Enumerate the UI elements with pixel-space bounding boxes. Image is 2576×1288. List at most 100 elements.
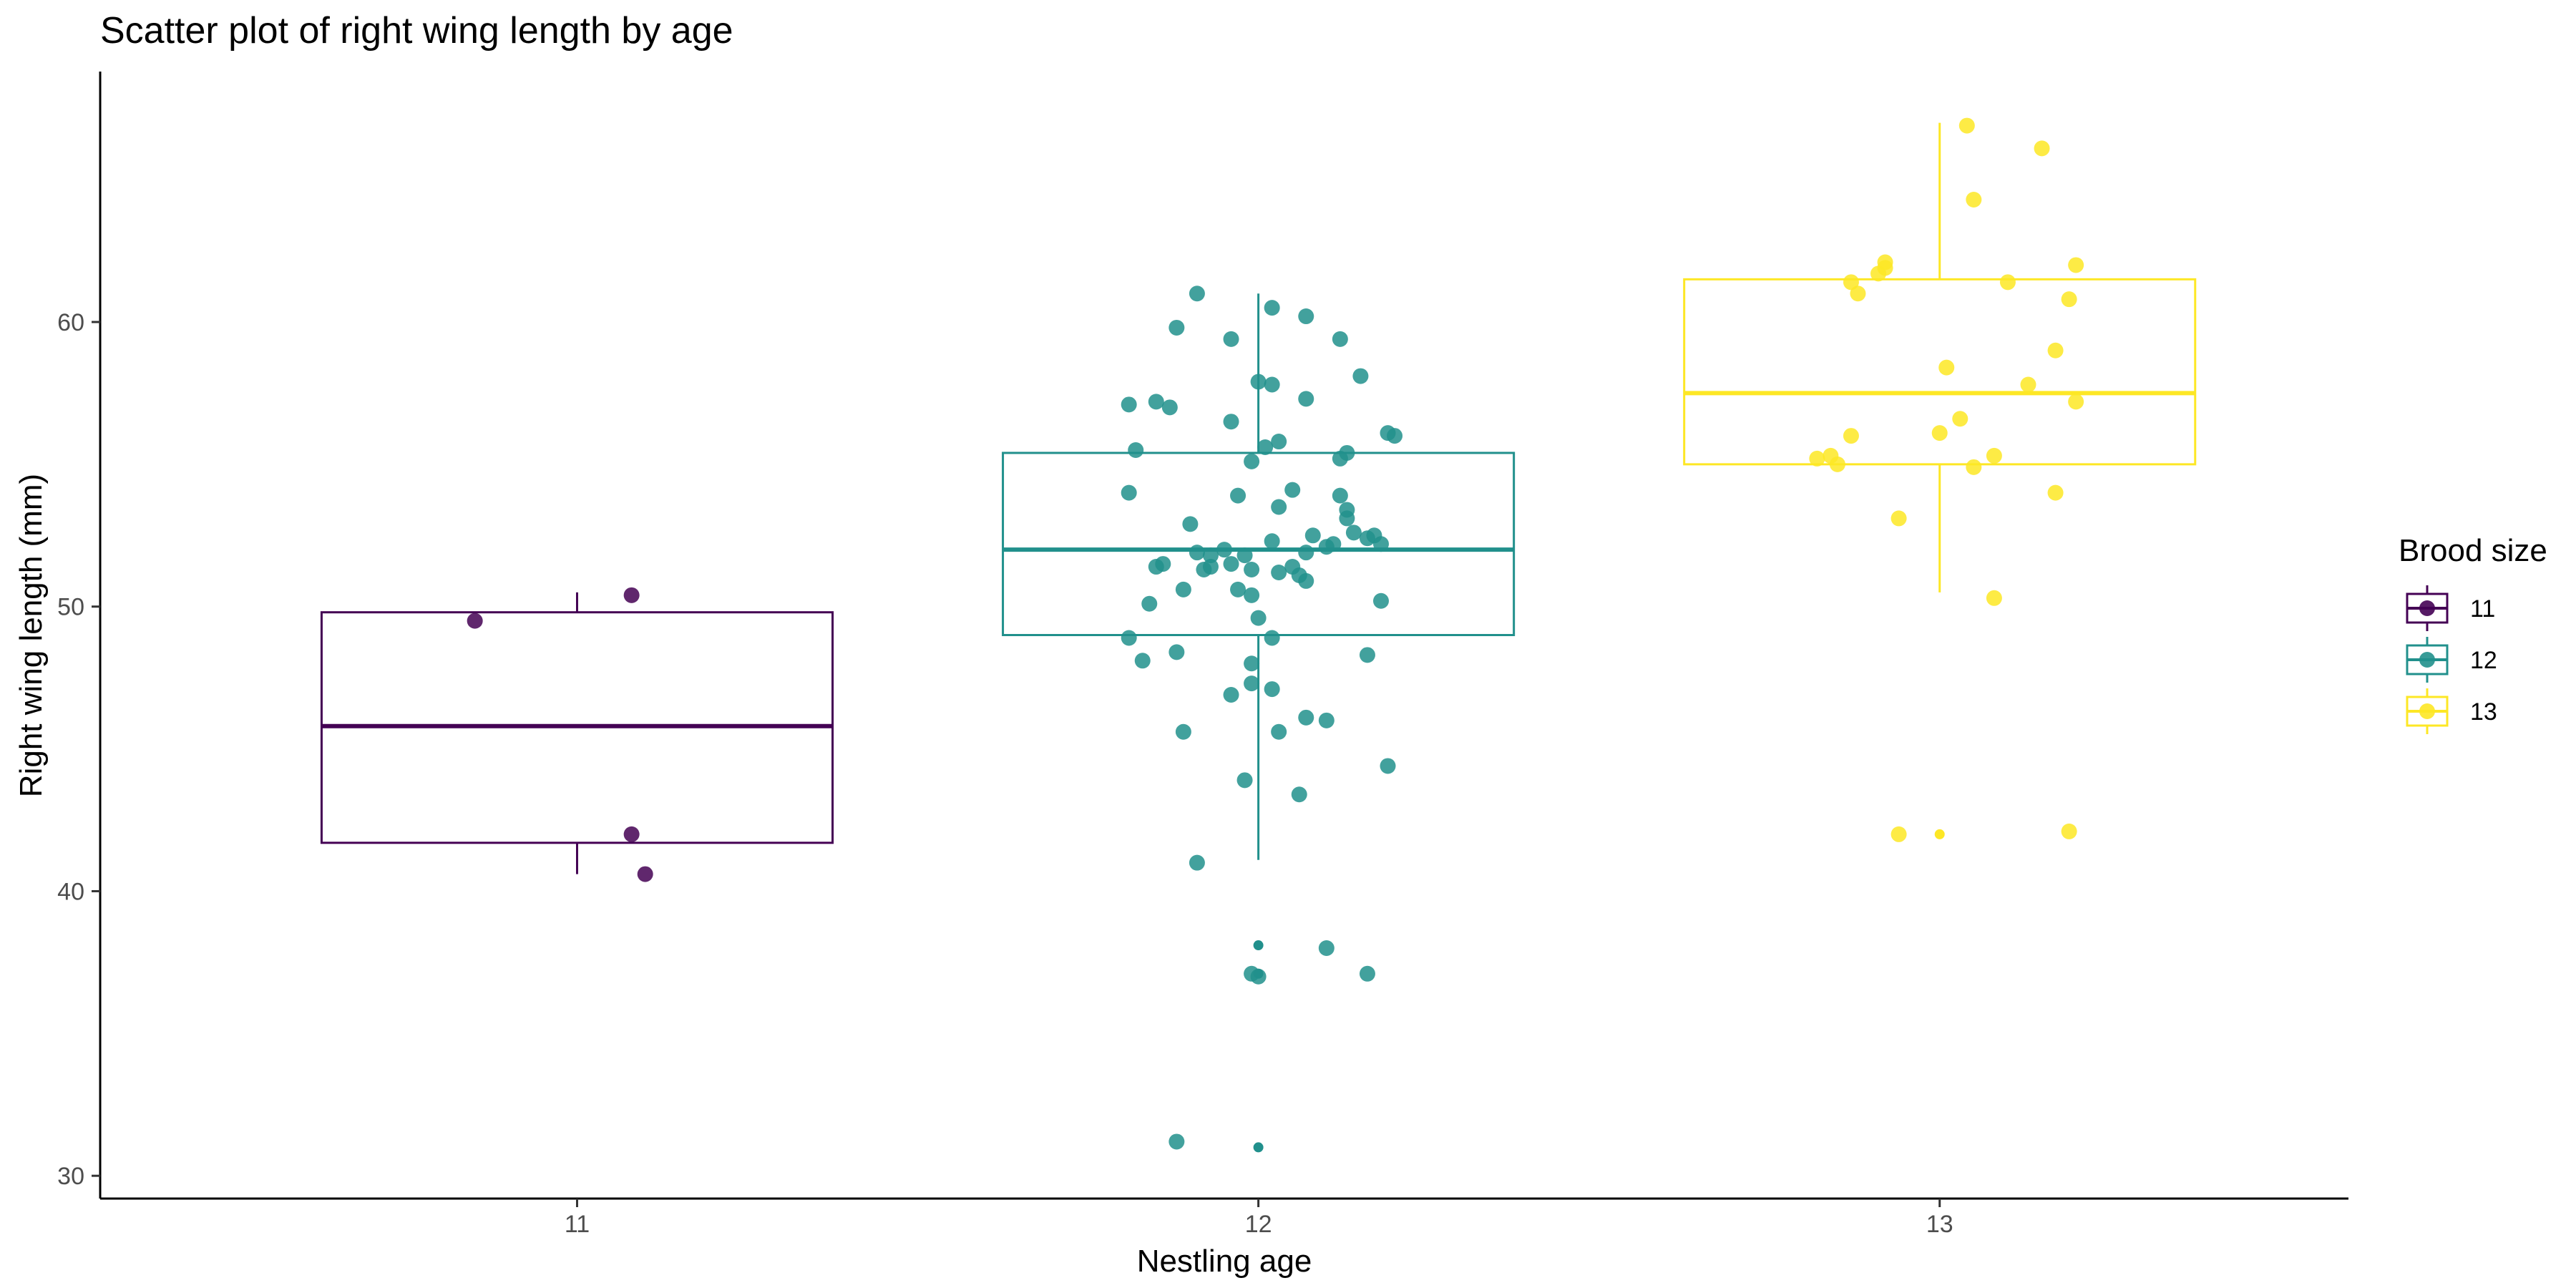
point-13-2 [1966,191,1982,208]
point-12-60 [1264,630,1280,646]
point-12-58 [1250,610,1267,626]
point-12-15 [1387,428,1403,444]
point-12-67 [1264,681,1280,698]
point-12-5 [1332,331,1348,347]
point-12-80 [1169,1133,1185,1150]
point-12-24 [1284,482,1301,498]
point-12-13 [1223,414,1239,430]
outlier-12-0 [1253,940,1264,951]
point-12-49 [1271,565,1287,580]
point-12-26 [1271,499,1287,515]
y-tick-label-40: 40 [57,878,84,905]
y-tick-label-60: 60 [57,309,84,336]
point-13-19 [1829,456,1845,472]
outlier-13-0 [1934,829,1945,839]
point-12-61 [1169,644,1185,660]
point-12-70 [1175,723,1191,740]
point-13-10 [2061,291,2077,308]
point-12-3 [1169,319,1185,336]
point-12-23 [1230,487,1246,504]
chart-title: Scatter plot of right wing length by age [100,10,733,52]
point-13-13 [2020,376,2036,393]
box-rect-12 [1002,452,1516,636]
point-13-16 [1843,428,1859,444]
point-12-20 [1244,453,1260,469]
point-12-79 [1359,965,1375,982]
point-11-0 [467,613,483,629]
point-13-20 [1809,450,1825,467]
point-12-54 [1230,581,1246,597]
outlier-12-2 [1253,1142,1264,1153]
point-12-42 [1372,536,1389,552]
point-12-69 [1318,712,1335,728]
point-12-4 [1223,331,1239,347]
point-13-14 [2068,394,2084,410]
point-12-7 [1264,376,1280,393]
point-12-6 [1250,374,1267,390]
box-12 [1002,293,1516,860]
point-13-24 [1890,510,1907,527]
point-12-25 [1332,487,1348,504]
point-12-39 [1298,545,1314,561]
point-12-2 [1298,308,1314,325]
point-12-53 [1175,581,1191,597]
legend-label-12: 12 [2470,647,2497,674]
point-12-37 [1216,542,1232,558]
point-12-31 [1304,527,1321,544]
point-12-78 [1250,968,1267,985]
point-12-35 [1189,545,1205,561]
point-13-5 [2068,257,2084,273]
point-12-73 [1236,772,1253,789]
x-tick-label-13: 13 [1926,1211,1953,1238]
point-12-12 [1298,391,1314,407]
legend-title: Brood size [2399,533,2547,568]
point-11-1 [623,587,640,603]
point-12-46 [1202,559,1219,575]
y-tick-label-50: 50 [57,594,84,621]
point-12-44 [1155,556,1171,572]
point-11-2 [623,826,640,842]
point-13-0 [1958,117,1975,134]
y-tick-label-30: 30 [57,1163,84,1190]
point-12-30 [1264,533,1280,550]
x-tick-label-12: 12 [1245,1211,1272,1238]
point-13-7 [1870,265,1887,282]
point-13-17 [1931,425,1948,441]
point-13-22 [1966,459,1982,475]
point-12-18 [1257,439,1274,455]
box-13 [1683,122,2197,592]
point-12-59 [1121,630,1137,646]
legend-key-point-12 [2419,652,2435,668]
plot-area [320,117,2197,1153]
point-12-41 [1325,536,1342,552]
point-13-8 [1999,274,2016,291]
x-tick-label-11: 11 [565,1211,590,1238]
point-12-16 [1271,434,1287,450]
point-12-32 [1345,525,1362,541]
legend-label-13: 13 [2470,698,2497,726]
point-13-11 [2047,342,2064,358]
legend-key-point-11 [2419,600,2435,616]
point-12-48 [1244,562,1260,578]
legend-item-13: 13 [2406,688,2497,734]
y-axis-title: Right wing length (mm) [14,474,49,797]
point-13-9 [1850,286,1866,302]
point-12-0 [1189,286,1205,302]
point-12-72 [1380,758,1396,774]
point-12-52 [1298,572,1314,589]
point-13-21 [1986,447,2002,464]
point-12-55 [1244,587,1260,603]
legend-label-11: 11 [2470,595,2495,623]
point-12-9 [1121,396,1137,413]
point-12-38 [1236,547,1253,564]
point-13-15 [1952,411,1968,427]
point-13-27 [2061,823,2077,839]
x-axis-ticks: 11 12 13 [565,1199,1953,1238]
point-13-6 [1843,274,1859,291]
point-12-28 [1339,510,1355,527]
y-axis-ticks: 30 40 50 60 [57,309,100,1190]
point-12-65 [1244,675,1260,692]
legend-item-11: 11 [2406,585,2495,631]
point-13-25 [1986,590,2002,606]
